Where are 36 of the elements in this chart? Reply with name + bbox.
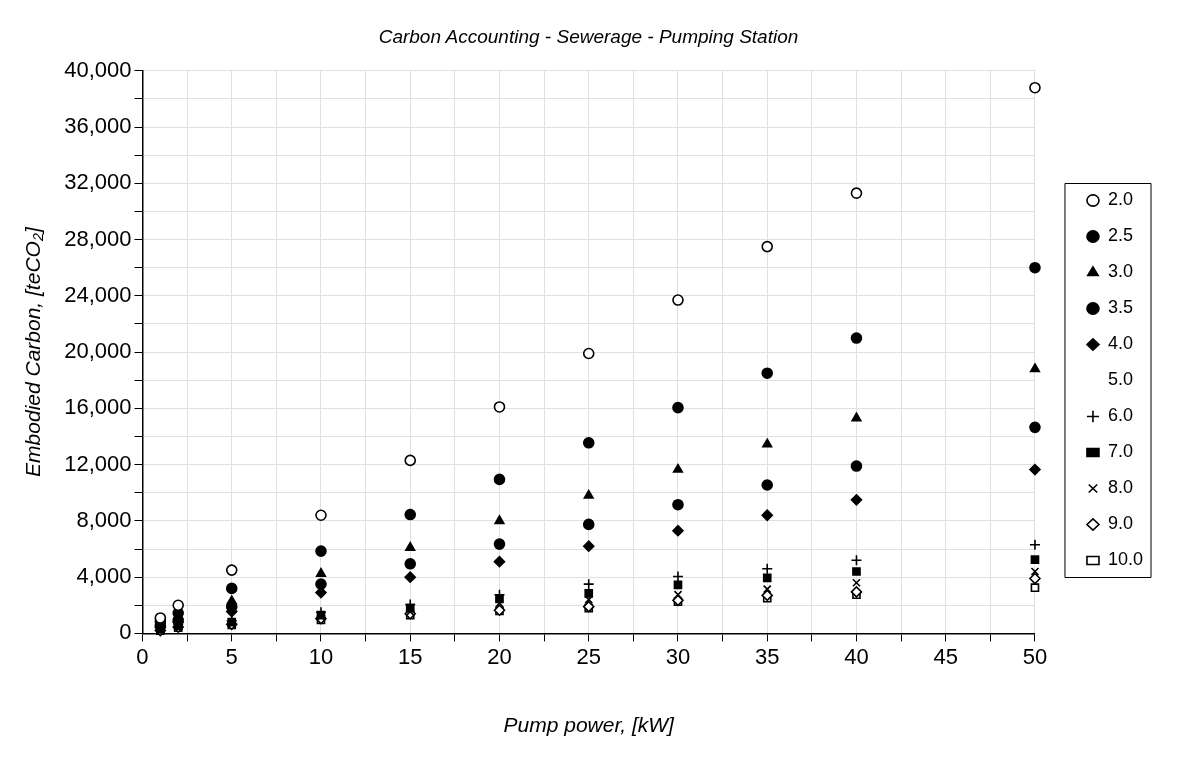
legend-label: 2.0 [1107, 189, 1133, 210]
y-tick-label: 0 [119, 619, 132, 645]
x-tick-label: 50 [1022, 643, 1048, 669]
x-tick-label: 45 [933, 643, 958, 669]
legend-label: 8.0 [1107, 477, 1133, 498]
x-tick-label: 5 [225, 643, 238, 669]
legend-label: 4.0 [1107, 333, 1133, 354]
y-tick-label: 12,000 [64, 450, 132, 476]
legend-label: 2.5 [1107, 225, 1133, 246]
chart-title: Carbon Accounting - Sewerage - Pumping Station [378, 25, 799, 47]
legend-label: 10.0 [1107, 549, 1144, 570]
legend-label: 3.0 [1107, 261, 1133, 282]
y-tick-label: 32,000 [64, 169, 132, 195]
y-tick-label: 36,000 [64, 113, 132, 139]
y-tick-label: 40,000 [64, 56, 132, 82]
legend-label: 6.0 [1107, 405, 1133, 426]
x-tick-label: 0 [136, 643, 149, 669]
legend-label: 5.0 [1107, 369, 1133, 390]
x-tick-label: 30 [665, 643, 691, 669]
y-tick-label: 28,000 [64, 225, 132, 251]
y-tick-label: 4,000 [76, 563, 132, 589]
y-tick-label: 8,000 [76, 506, 132, 532]
y-tick-label: 20,000 [64, 338, 132, 364]
x-tick-label: 15 [397, 643, 423, 669]
y-tick-label: 16,000 [64, 394, 132, 420]
x-tick-label: 40 [844, 643, 869, 669]
x-tick-label: 35 [754, 643, 780, 669]
y-tick-label: 24,000 [64, 281, 132, 307]
x-axis-title: Pump power, [kW] [503, 713, 676, 737]
legend-label: 7.0 [1107, 441, 1133, 462]
x-tick-label: 25 [576, 643, 601, 669]
x-tick-label: 10 [308, 643, 334, 669]
legend-label: 3.5 [1107, 297, 1133, 318]
y-axis-title: Embodied Carbon, [teCO₂] [21, 226, 45, 477]
legend-label: 9.0 [1107, 513, 1133, 534]
x-tick-label: 20 [487, 643, 512, 669]
